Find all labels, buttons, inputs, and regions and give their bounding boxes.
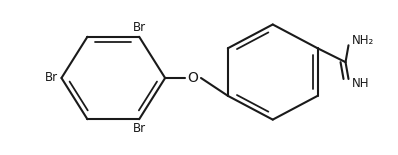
Text: Br: Br xyxy=(45,71,59,84)
Text: NH₂: NH₂ xyxy=(351,34,374,47)
Text: O: O xyxy=(187,71,199,85)
Text: Br: Br xyxy=(133,21,146,34)
Text: NH: NH xyxy=(351,78,369,90)
Text: Br: Br xyxy=(133,122,146,135)
